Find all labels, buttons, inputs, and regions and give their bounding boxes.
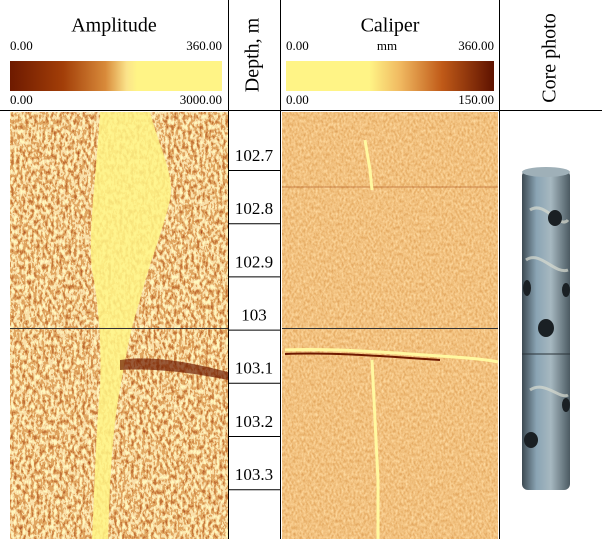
amplitude-image (10, 112, 228, 539)
depth-label: 102.7 (235, 146, 274, 165)
depth-label: 102.8 (235, 199, 273, 218)
scale-min: 0.00 (286, 38, 309, 53)
core-photo (522, 167, 570, 490)
depth-label: 103.3 (235, 465, 273, 484)
scale-max: 150.00 (458, 92, 494, 107)
colorbar (286, 61, 494, 91)
track-title: Amplitude (71, 15, 157, 37)
core-hole (562, 398, 570, 412)
scale-max: 3000.00 (180, 92, 222, 107)
scale-unit: mm (377, 38, 397, 53)
scale-min: 0.00 (10, 38, 33, 53)
depth-label: 103.2 (235, 412, 273, 431)
scale-max: 360.00 (186, 38, 222, 53)
core-hole (524, 432, 538, 448)
scale-min: 0.00 (10, 92, 33, 107)
depth-label: 103.1 (235, 359, 273, 378)
core-top (522, 167, 570, 177)
track-title: Core photo (539, 13, 561, 102)
log-figure: Amplitude 0.00 360.00 0.00 3000.00 Depth… (0, 0, 602, 539)
core-hole (523, 280, 531, 296)
core-hole (538, 319, 554, 337)
scale-max: 360.00 (458, 38, 494, 53)
colorbar (10, 61, 222, 91)
caliper-image (282, 112, 498, 539)
depth-label: 102.9 (235, 252, 273, 271)
track-title: Depth, m (242, 17, 264, 92)
caliper-texture (282, 112, 498, 539)
depth-label: 103 (241, 306, 267, 325)
depth-labels: 102.7 102.8 102.9 103 103.1 103.2 103.3 (229, 146, 280, 490)
core-hole (548, 210, 562, 226)
core-hole (562, 283, 570, 297)
scale-min: 0.00 (286, 92, 309, 107)
track-title: Caliper (361, 15, 420, 37)
